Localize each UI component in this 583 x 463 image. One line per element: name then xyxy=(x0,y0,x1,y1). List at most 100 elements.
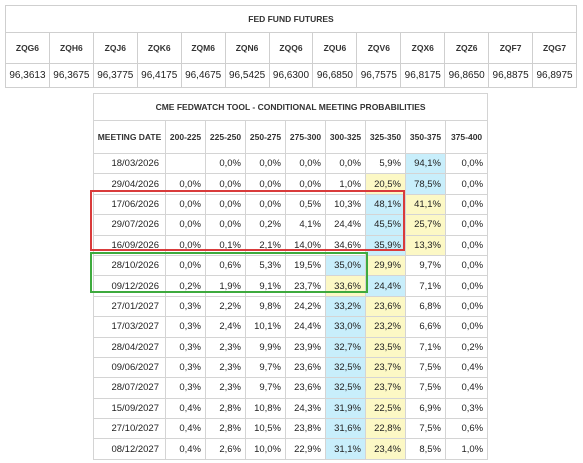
probability-cell: 0,2% xyxy=(165,275,206,297)
futures-value-zqx6: 96,8175 xyxy=(400,63,446,88)
probability-cell: 0,0% xyxy=(165,173,206,195)
futures-col-zqq6: ZQQ6 xyxy=(268,32,314,64)
probability-cell: 2,8% xyxy=(205,418,246,440)
probability-cell: 9,7% xyxy=(245,356,286,379)
futures-col-zqg7: ZQG7 xyxy=(532,32,577,64)
rate-range-header: 200-225 xyxy=(165,120,206,154)
futures-col-zqf7: ZQF7 xyxy=(488,32,534,64)
probability-cell: 2,6% xyxy=(205,438,246,460)
probability-cell: 23,8% xyxy=(285,418,326,440)
probability-cell: 31,6% xyxy=(325,418,366,440)
probability-cell: 33,6% xyxy=(325,275,366,297)
futures-values-row: 96,3613 96,3675 96,3775 96,4175 96,4675 96,54… xyxy=(5,63,577,88)
table-row: 28/04/2027 0,3% 2,3% 9,9% 23,9% 32,7% 23,5% 7,1… xyxy=(93,336,489,358)
table-row: 15/09/2027 0,4% 2,8% 10,8% 24,3% 31,9% 22,5% 6,… xyxy=(93,397,489,420)
probability-cell: 19,5% xyxy=(285,254,326,277)
table-row: 28/07/2027 0,3% 2,3% 9,7% 23,6% 32,5% 23,7% 7,5… xyxy=(93,377,489,399)
probability-cell: 23,7% xyxy=(365,377,406,399)
probability-cell: 32,7% xyxy=(325,336,366,358)
probability-cell: 13,3% xyxy=(405,234,446,256)
fed-fund-futures-table: FED FUND FUTURES ZQG6 ZQH6 ZQJ6 ZQK6 ZQM6 ZQN… xyxy=(5,5,577,88)
probability-cell: 20,5% xyxy=(365,173,406,195)
probability-cell: 31,1% xyxy=(325,438,366,460)
meeting-date-cell: 09/06/2027 xyxy=(93,356,166,379)
probability-cell xyxy=(165,152,206,175)
futures-value-zqk6: 96,4175 xyxy=(136,63,182,88)
probability-cell: 0,0% xyxy=(285,152,326,175)
probability-cell: 32,5% xyxy=(325,377,366,399)
probability-cell: 2,3% xyxy=(205,356,246,379)
probability-cell: 5,9% xyxy=(365,152,406,175)
probability-cell: 7,1% xyxy=(405,275,446,297)
probability-cell: 0,3% xyxy=(165,356,206,379)
probability-cell: 32,5% xyxy=(325,356,366,379)
meeting-date-header: MEETING DATE xyxy=(93,120,166,154)
probability-cell: 0,0% xyxy=(165,193,206,216)
probability-cell: 8,5% xyxy=(405,438,446,460)
probability-cell: 1,0% xyxy=(325,173,366,195)
probability-cell: 0,0% xyxy=(205,214,246,236)
futures-col-zqm6: ZQM6 xyxy=(180,32,226,64)
probability-cell: 29,9% xyxy=(365,254,406,277)
probability-cell: 94,1% xyxy=(405,152,446,175)
probability-cell: 0,4% xyxy=(444,356,489,379)
probability-cell: 4,1% xyxy=(285,214,326,236)
meeting-date-cell: 18/03/2026 xyxy=(93,152,166,175)
probability-cell: 9,7% xyxy=(405,254,446,277)
futures-col-zqn6: ZQN6 xyxy=(224,32,270,64)
futures-col-zqu6: ZQU6 xyxy=(312,32,358,64)
probability-cell: 0,0% xyxy=(444,316,489,338)
probability-cell: 0,4% xyxy=(165,438,206,460)
futures-title: FED FUND FUTURES xyxy=(5,5,577,33)
probability-cell: 0,0% xyxy=(165,214,206,236)
table-row: 17/06/2026 0,0% 0,0% 0,0% 0,5% 10,3% 48,1% 41,1… xyxy=(93,193,489,216)
futures-value-zqh6: 96,3675 xyxy=(48,63,94,88)
probability-cell: 0,0% xyxy=(205,193,246,216)
probability-cell: 22,9% xyxy=(285,438,326,460)
probability-cell: 0,0% xyxy=(444,275,489,297)
probability-cell: 0,0% xyxy=(165,254,206,277)
meeting-date-cell: 29/04/2026 xyxy=(93,173,166,195)
probability-cell: 0,0% xyxy=(444,173,489,195)
probability-cell: 0,0% xyxy=(245,193,286,216)
probability-cell: 24,2% xyxy=(285,295,326,318)
probability-cell: 0,5% xyxy=(285,193,326,216)
probability-cell: 5,3% xyxy=(245,254,286,277)
probability-cell: 2,3% xyxy=(205,336,246,358)
meeting-date-cell: 15/09/2027 xyxy=(93,397,166,420)
probability-cell: 7,5% xyxy=(405,356,446,379)
futures-col-zqv6: ZQV6 xyxy=(356,32,402,64)
table-row: 09/06/2027 0,3% 2,3% 9,7% 23,6% 32,5% 23,7% 7,5… xyxy=(93,356,489,379)
probability-cell: 23,6% xyxy=(365,295,406,318)
probability-cell: 23,9% xyxy=(285,336,326,358)
rate-range-header: 250-275 xyxy=(245,120,286,154)
probability-cell: 9,1% xyxy=(245,275,286,297)
rate-range-header: 375-400 xyxy=(444,120,489,154)
table-row: 27/10/2027 0,4% 2,8% 10,5% 23,8% 31,6% 22,8% 7,… xyxy=(93,418,489,440)
probability-cell: 9,8% xyxy=(245,295,286,318)
probability-cell: 9,9% xyxy=(245,336,286,358)
probability-cell: 10,3% xyxy=(325,193,366,216)
table-row: 08/12/2027 0,4% 2,6% 10,0% 22,9% 31,1% 23,4% 8,… xyxy=(93,438,489,460)
table-row: 18/03/2026 0,0% 0,0% 0,0% 0,0% 5,9% 94,1% 0,0% xyxy=(93,152,489,175)
probability-cell: 0,0% xyxy=(245,152,286,175)
meeting-date-cell: 28/04/2027 xyxy=(93,336,166,358)
probability-cell: 14,0% xyxy=(285,234,326,256)
meeting-date-cell: 17/03/2027 xyxy=(93,316,166,338)
rate-range-header: 350-375 xyxy=(405,120,446,154)
futures-col-zqx6: ZQX6 xyxy=(400,32,446,64)
meeting-date-cell: 29/07/2026 xyxy=(93,214,166,236)
meeting-date-cell: 17/06/2026 xyxy=(93,193,166,216)
fedwatch-title: CME FEDWATCH TOOL - CONDITIONAL MEETING … xyxy=(92,93,489,121)
probability-cell: 0,4% xyxy=(444,377,489,399)
probability-cell: 0,0% xyxy=(444,214,489,236)
probability-cell: 33,2% xyxy=(325,295,366,318)
probability-cell: 45,5% xyxy=(365,214,406,236)
probability-cell: 23,6% xyxy=(285,377,326,399)
probability-cell: 0,6% xyxy=(205,254,246,277)
probability-cell: 23,5% xyxy=(365,336,406,358)
probability-cell: 7,5% xyxy=(405,418,446,440)
table-row: 29/04/2026 0,0% 0,0% 0,0% 0,0% 1,0% 20,5% 78,5%… xyxy=(93,173,489,195)
probability-cell: 0,0% xyxy=(444,152,489,175)
table-row: 28/10/2026 0,0% 0,6% 5,3% 19,5% 35,0% 29,9% 9,7… xyxy=(93,254,489,277)
